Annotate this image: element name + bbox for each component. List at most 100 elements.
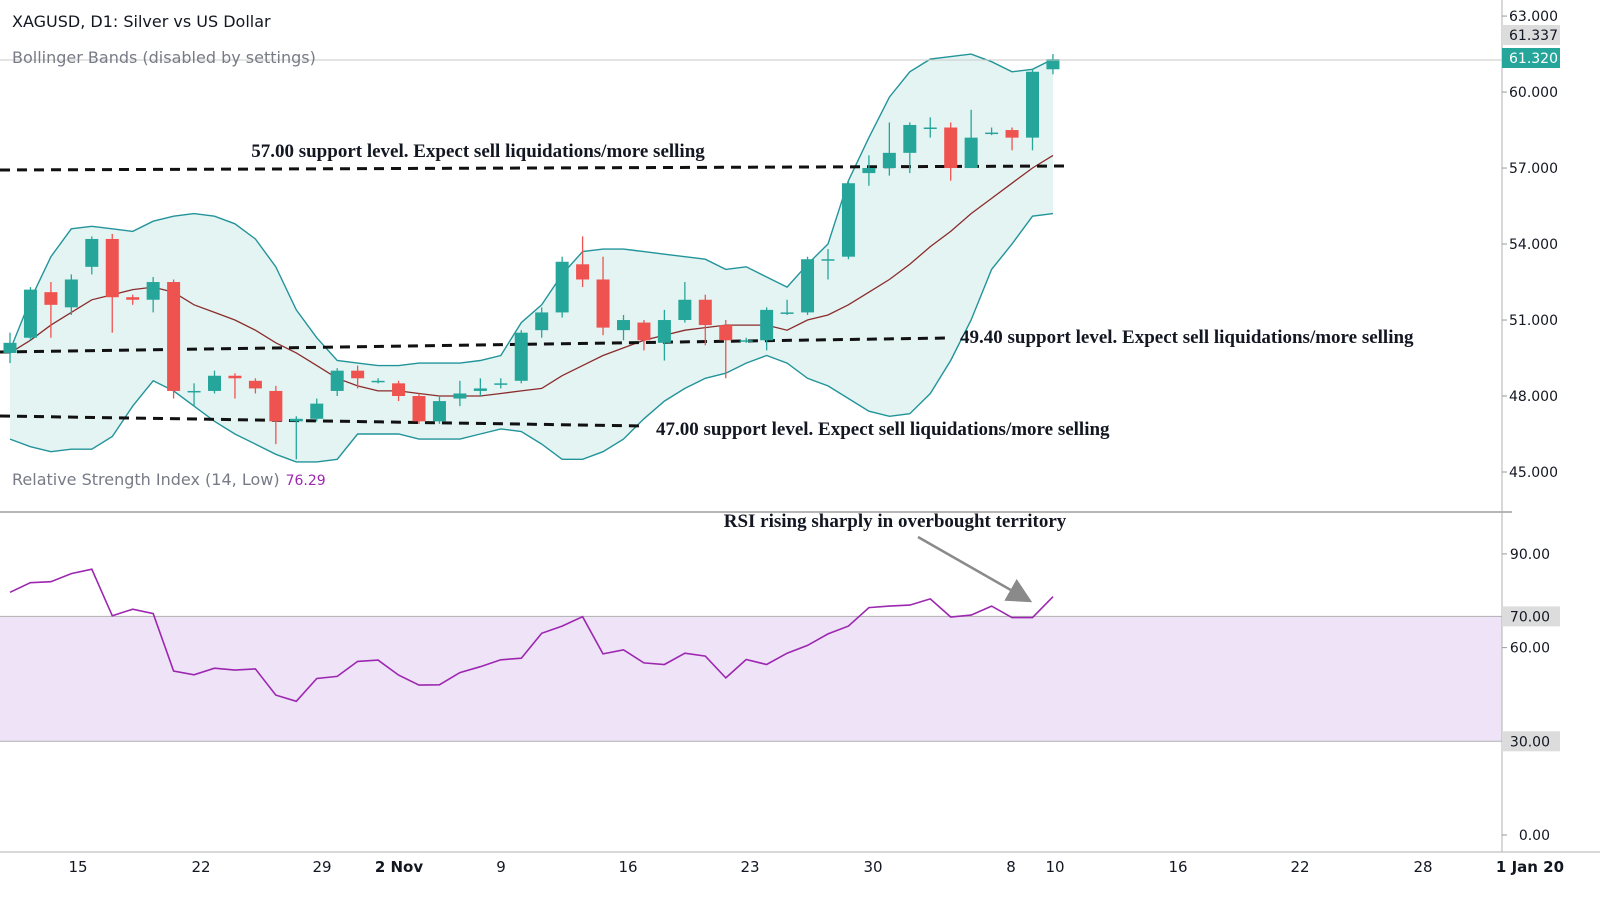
candle-body — [105, 238, 119, 298]
candle — [760, 307, 774, 351]
candle-body — [432, 401, 446, 422]
candle — [1005, 127, 1019, 151]
candle-body — [187, 390, 201, 393]
candle-body — [801, 259, 815, 313]
time-tick-label: 10 — [1045, 858, 1064, 876]
candle — [187, 383, 201, 407]
rsi-band-marker — [1502, 606, 1560, 627]
rsi-label: Relative Strength Index (14, Low) 76.29 — [12, 470, 326, 489]
candle-body — [617, 320, 630, 331]
candle — [310, 398, 324, 422]
candle — [105, 233, 119, 333]
rsi-band-marker — [1502, 731, 1560, 752]
candle — [903, 122, 917, 174]
candle — [351, 365, 365, 389]
candle — [494, 378, 508, 389]
price-tick-label: 63.000 — [1509, 9, 1558, 25]
price-marker-box — [1502, 48, 1560, 68]
candle — [330, 368, 344, 397]
candle-body — [698, 299, 712, 326]
time-tick-label: 2 Nov — [375, 858, 424, 876]
candle-body — [23, 289, 37, 338]
time-tick-label: 23 — [740, 858, 759, 876]
candle-body — [3, 342, 17, 353]
rsi-tick-label: 0.00 — [1519, 828, 1550, 844]
candle-body — [473, 388, 487, 391]
time-tick-label: 16 — [1168, 858, 1187, 876]
candle-body — [576, 264, 590, 280]
candle-body — [64, 279, 78, 308]
candle-body — [882, 152, 896, 169]
candle — [248, 378, 262, 394]
candle-body — [1005, 130, 1019, 138]
rsi-annotation: RSI rising sharply in overbought territo… — [724, 511, 1067, 532]
candle — [862, 155, 876, 186]
candle-body — [862, 168, 876, 174]
candle — [739, 337, 753, 343]
support-49-40-annotation: 49.40 support level. Expect sell liquida… — [960, 327, 1414, 348]
candle — [44, 282, 58, 338]
time-tick-label: 15 — [68, 858, 87, 876]
candle-body — [126, 297, 140, 300]
candle — [432, 396, 446, 424]
chart-title: XAGUSD, D1: Silver vs US Dollar — [12, 12, 271, 31]
candle — [576, 236, 590, 288]
time-tick-label: 30 — [863, 858, 882, 876]
price-tick-label: 45.000 — [1509, 465, 1558, 481]
rsi-label-text: Relative Strength Index (14, Low) — [12, 470, 280, 489]
support-lines: 57.00 support level. Expect sell liquida… — [0, 141, 1414, 440]
rsi-current-value: 76.29 — [285, 473, 326, 489]
candle — [882, 122, 896, 176]
price-marker-box — [1502, 25, 1560, 45]
candle — [985, 127, 999, 136]
candle-body — [351, 370, 365, 379]
rsi-annotation-arrow — [917, 535, 1033, 603]
candle-body — [760, 309, 774, 341]
time-tick-label: 1 Jan 20 — [1496, 858, 1564, 876]
candle — [964, 109, 978, 169]
price-marker-label: 61.337 — [1509, 28, 1558, 44]
candle — [944, 122, 958, 181]
price-tick-label: 54.000 — [1509, 237, 1558, 253]
bollinger-label: Bollinger Bands (disabled by settings) — [12, 48, 316, 67]
candle-body — [739, 340, 753, 342]
rsi-band-label: 70.00 — [1510, 609, 1550, 625]
candle-body — [555, 261, 569, 313]
candle-body — [780, 312, 794, 314]
candle-body — [944, 127, 958, 169]
candle-body — [494, 383, 508, 385]
candle-body — [146, 282, 160, 300]
candle — [535, 307, 549, 338]
time-tick-label: 22 — [191, 858, 210, 876]
candle-body — [903, 124, 917, 153]
candle — [228, 373, 242, 399]
price-axis: 63.000 60.000 57.000 54.000 51.000 48.000 45.0… — [1502, 9, 1560, 481]
candle — [85, 236, 99, 275]
candle-body — [923, 127, 937, 130]
candle — [146, 276, 160, 313]
price-tick-label: 48.000 — [1509, 389, 1558, 405]
support-47-line — [0, 414, 646, 428]
candle — [698, 294, 712, 346]
candle — [453, 380, 467, 407]
support-57-annotation: 57.00 support level. Expect sell liquida… — [251, 141, 705, 162]
candle-body — [310, 403, 324, 419]
candle — [1046, 54, 1060, 75]
candle — [678, 282, 692, 323]
support-49-40-line — [0, 336, 949, 354]
candle — [1026, 69, 1039, 151]
bollinger-middle-line — [9, 154, 1054, 397]
candle — [392, 380, 406, 402]
candle-body — [1046, 59, 1060, 70]
candle-body — [208, 375, 221, 391]
time-tick-label: 29 — [312, 858, 331, 876]
rsi-axis: 90.00 60.00 0.00 70.00 30.00 — [1502, 547, 1560, 844]
candle-body — [535, 312, 549, 331]
candle — [167, 279, 181, 399]
candle — [657, 309, 671, 361]
time-tick-label: 16 — [618, 858, 637, 876]
time-tick-label: 9 — [496, 858, 506, 876]
candle-body — [596, 279, 610, 328]
bollinger-lower-line — [9, 212, 1054, 463]
candle-body — [371, 380, 385, 383]
